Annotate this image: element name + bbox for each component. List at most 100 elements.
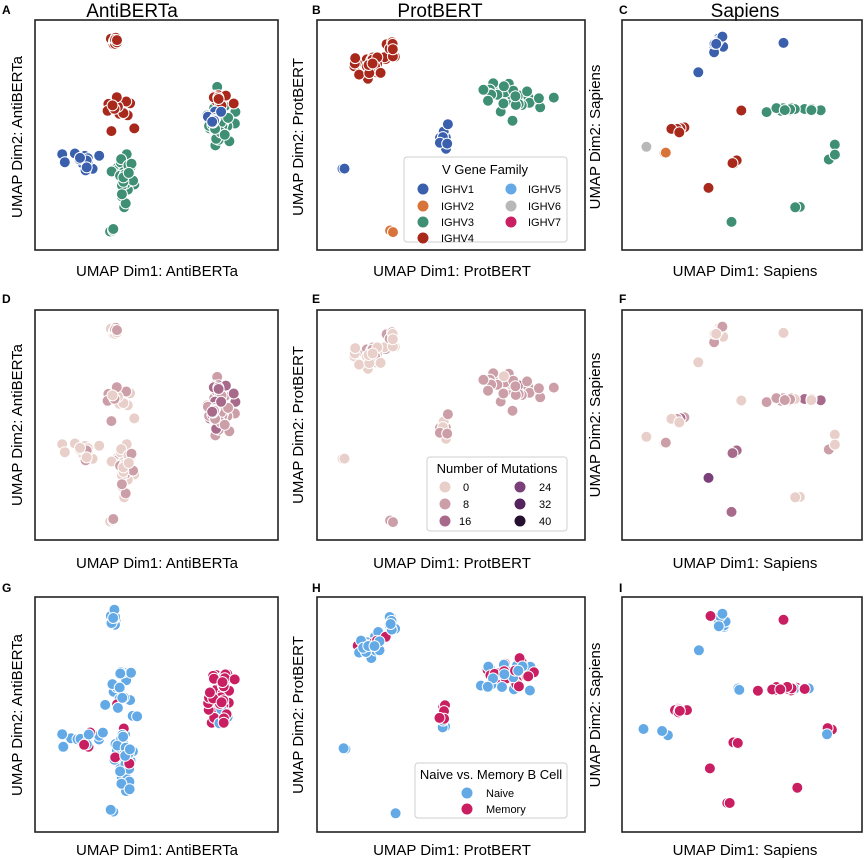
data-point [716,607,729,620]
data-point [482,384,494,397]
legend-marker-mut-24 [513,480,527,494]
data-point [215,105,228,118]
panel-letter-c: C [619,3,628,17]
panel-frame-f [621,309,863,541]
data-point [56,728,69,741]
legend-marker-mut-32 [513,497,527,511]
legend-title: Naive vs. Memory B Cell [420,767,562,782]
data-point [497,370,510,383]
data-point [338,162,351,175]
data-point [218,418,231,431]
data-point [96,726,109,739]
legend-celltype: Naive vs. Memory B Cell Naive Memory [414,762,568,819]
data-point [805,104,818,117]
panel-frame-c [621,19,863,251]
legend-marker-ighv4 [416,231,430,245]
data-point [821,728,833,741]
data-point [441,408,454,421]
data-point [433,711,446,724]
data-point [659,146,672,159]
column-title-protbert: ProtBERT [397,1,483,22]
xlabel-i: UMAP Dim1: Sapiens [673,842,818,859]
data-point [512,664,525,677]
column-title-antiberta: AntiBERTa [86,1,178,22]
data-point [216,676,229,689]
ylabel-c: UMAP Dim2: Sapiens [587,65,604,210]
data-point [521,85,534,98]
data-point [206,405,219,418]
data-point [725,215,738,228]
data-point [111,324,123,337]
data-point [735,104,748,117]
scatter-panel-c [640,30,841,228]
ylabel-e: UMAP Dim2: ProtBERT [290,346,307,504]
data-point [523,684,536,697]
data-point [673,416,686,429]
data-point [203,686,216,699]
panel-frames [34,19,863,833]
data-point [692,66,705,79]
data-point [384,618,397,630]
data-point [374,66,387,79]
data-point [116,691,129,704]
data-point [128,122,141,135]
data-point [497,97,510,110]
legend-marker-ighv3 [416,215,430,229]
legend-label-memory: Memory [486,804,526,816]
data-point [726,447,739,460]
legend-label-mut-0: 0 [463,482,469,494]
xlabel-f: UMAP Dim1: Sapiens [673,555,818,572]
data-point [532,92,545,105]
data-point [710,327,723,340]
data-point [703,762,716,775]
legend-label-naive: Naive [486,788,514,800]
data-point [78,738,91,751]
data-point [733,683,746,696]
data-point [58,156,71,169]
data-point [751,684,764,697]
data-point [122,166,135,179]
data-point [353,358,366,371]
data-point [366,57,379,70]
data-point [105,415,118,428]
data-point [115,478,128,491]
data-point [109,751,122,764]
legend-box [426,456,568,532]
data-point [337,742,350,755]
data-point [498,668,511,681]
data-point [93,149,106,162]
legend-label-mut-32: 32 [539,499,551,511]
ylabel-a: UMAP Dim2: AntiBERTa [9,55,26,218]
data-point [353,68,366,81]
xlabel-g: UMAP Dim1: AntiBERTa [76,842,239,859]
ylabel-i: UMAP Dim2: Sapiens [587,643,604,788]
data-point [115,777,128,790]
data-point [789,201,802,214]
data-point [58,446,71,459]
data-point [57,740,70,753]
panel-letter-d: D [2,292,11,306]
data-point [111,701,124,714]
data-point [115,188,128,201]
scatter-panel-h [337,611,540,820]
panel-letter-e: E [312,292,320,306]
data-point [521,375,534,388]
panel-letter-h: H [312,581,321,595]
data-point [692,356,705,369]
legend-marker-mut-0 [438,480,452,494]
data-point [217,716,230,729]
legend-marker-ighv5 [504,182,518,196]
scatter-panel-i [637,607,838,809]
data-point [512,680,525,693]
data-point [692,644,705,657]
data-point [107,513,120,525]
data-point [117,730,130,743]
scatter-panel-e [336,326,560,529]
data-point [702,471,715,484]
data-point [106,99,119,112]
data-point [509,380,522,393]
data-point [338,452,351,465]
data-point [215,696,228,709]
panel-letter-i: I [619,581,622,595]
